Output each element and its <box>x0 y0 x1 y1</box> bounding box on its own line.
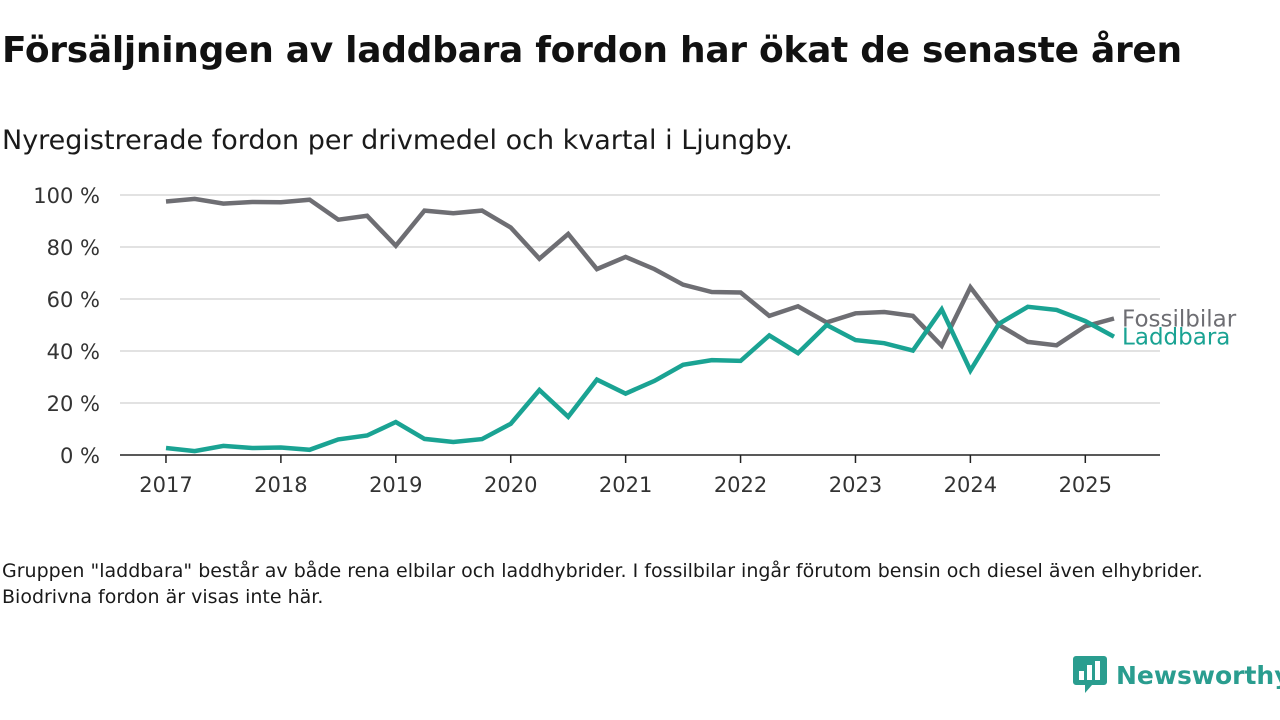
y-axis-tick-labels: 0 % 20 % 40 % 60 % 80 % 100 % <box>33 184 100 468</box>
newsworthy-logo-icon <box>1073 656 1107 693</box>
y-tick-label: 80 % <box>47 236 100 260</box>
x-tick-label: 2022 <box>714 473 767 497</box>
footnote: Gruppen "laddbara" består av både rena e… <box>2 560 1203 608</box>
x-tick-label: 2019 <box>369 473 422 497</box>
series-line-fossilbilar <box>165 196 1115 350</box>
y-tick-label: 40 % <box>47 340 100 364</box>
x-tick-label: 2018 <box>254 473 307 497</box>
x-tick-label: 2023 <box>829 473 882 497</box>
grid-lines <box>120 194 1160 404</box>
x-tick-label: 2025 <box>1059 473 1112 497</box>
series-label-laddbara: Laddbara <box>1122 325 1230 351</box>
x-axis-tick-labels: 2017 2018 2019 2020 2021 2022 2023 2024 2025 <box>139 455 1112 497</box>
brand-logo: Newsworthy <box>1073 656 1280 694</box>
x-tick-label: 2017 <box>139 473 192 497</box>
y-tick-label: 0 % <box>60 444 100 468</box>
chart-title: Försäljningen av laddbara fordon har öka… <box>2 30 1182 71</box>
chart-subtitle: Nyregistrerade fordon per drivmedel och … <box>2 125 793 156</box>
x-tick-label: 2021 <box>599 473 652 497</box>
brand-name: Newsworthy <box>1116 660 1280 690</box>
series-line-laddbara <box>165 304 1116 454</box>
y-tick-label: 20 % <box>47 392 100 416</box>
x-tick-label: 2020 <box>484 473 537 497</box>
series-lines <box>165 196 1116 454</box>
y-tick-label: 60 % <box>47 288 100 312</box>
x-tick-label: 2024 <box>944 473 997 497</box>
series-label-fossilbilar: Fossilbilar <box>1122 307 1237 333</box>
y-tick-label: 100 % <box>33 184 100 208</box>
